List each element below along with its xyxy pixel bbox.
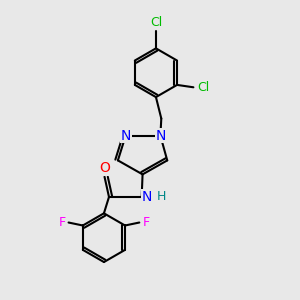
Text: H: H — [157, 190, 167, 203]
Text: F: F — [58, 216, 66, 229]
Text: Cl: Cl — [197, 81, 209, 94]
Text: N: N — [142, 190, 152, 204]
Text: F: F — [142, 216, 149, 229]
Text: N: N — [155, 129, 166, 143]
Text: Cl: Cl — [150, 16, 162, 29]
Text: N: N — [120, 129, 131, 143]
Text: O: O — [99, 161, 110, 176]
